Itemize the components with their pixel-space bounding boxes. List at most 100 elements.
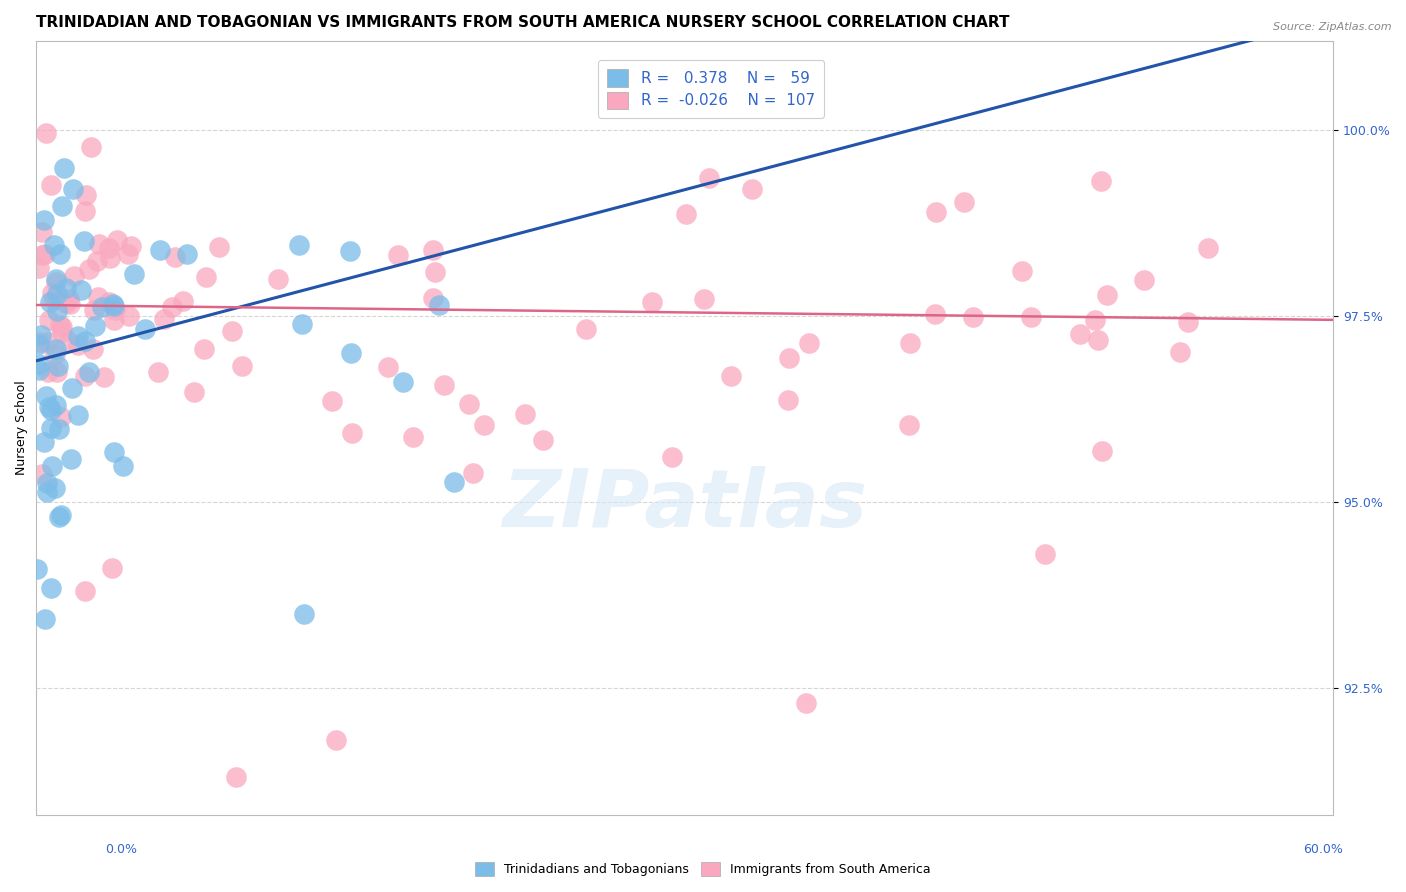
Point <box>697 171 720 186</box>
Point <box>58 292 80 306</box>
Point <box>176 246 198 260</box>
Point <box>924 307 946 321</box>
Text: Source: ZipAtlas.com: Source: ZipAtlas.com <box>1274 22 1392 32</box>
Point <box>641 295 664 310</box>
Point <box>1133 273 1156 287</box>
Point <box>962 310 984 324</box>
Point <box>55 296 77 310</box>
Point <box>66 338 89 352</box>
Point <box>90 300 112 314</box>
Point <box>267 272 290 286</box>
Point <box>98 252 121 266</box>
Point <box>1197 241 1219 255</box>
Point <box>37 335 59 350</box>
Text: ZIPatlas: ZIPatlas <box>502 467 868 544</box>
Point <box>321 394 343 409</box>
Point <box>77 261 100 276</box>
Point <box>433 377 456 392</box>
Point <box>73 368 96 383</box>
Point <box>149 243 172 257</box>
Point <box>83 302 105 317</box>
Point <box>87 236 110 251</box>
Point <box>1177 315 1199 329</box>
Point <box>87 290 110 304</box>
Point <box>34 612 56 626</box>
Point <box>27 261 49 276</box>
Point <box>121 239 143 253</box>
Point <box>1168 344 1191 359</box>
Point <box>898 335 921 350</box>
Point <box>42 292 65 306</box>
Point <box>392 375 415 389</box>
Point <box>340 426 363 441</box>
Point <box>325 733 347 747</box>
Point <box>377 359 399 374</box>
Point <box>84 318 107 333</box>
Point <box>402 430 425 444</box>
Point <box>231 359 253 373</box>
Point <box>163 250 186 264</box>
Point <box>1069 326 1091 341</box>
Point <box>461 466 484 480</box>
Point <box>93 370 115 384</box>
Point <box>100 561 122 575</box>
Point <box>41 458 63 473</box>
Point <box>1091 443 1114 458</box>
Point <box>183 384 205 399</box>
Point <box>75 187 97 202</box>
Point <box>45 398 67 412</box>
Point <box>31 467 53 481</box>
Text: TRINIDADIAN AND TOBAGONIAN VS IMMIGRANTS FROM SOUTH AMERICA NURSERY SCHOOL CORRE: TRINIDADIAN AND TOBAGONIAN VS IMMIGRANTS… <box>37 15 1010 30</box>
Point <box>575 322 598 336</box>
Point <box>49 318 72 332</box>
Point <box>693 292 716 306</box>
Point <box>38 312 60 326</box>
Point <box>427 298 450 312</box>
Point <box>27 358 49 372</box>
Point <box>48 422 70 436</box>
Point <box>1033 547 1056 561</box>
Point <box>122 268 145 282</box>
Point <box>225 770 247 784</box>
Point <box>51 199 73 213</box>
Point <box>44 481 66 495</box>
Point <box>41 582 63 596</box>
Point <box>193 342 215 356</box>
Point <box>741 182 763 196</box>
Point <box>28 363 51 377</box>
Point <box>37 365 59 379</box>
Point <box>195 270 218 285</box>
Point <box>55 280 77 294</box>
Point <box>797 335 820 350</box>
Point <box>31 225 53 239</box>
Point <box>77 365 100 379</box>
Point <box>80 139 103 153</box>
Point <box>44 347 66 361</box>
Point <box>39 403 62 417</box>
Point <box>35 485 58 500</box>
Point <box>86 254 108 268</box>
Point <box>35 127 58 141</box>
Point <box>287 238 309 252</box>
Point <box>41 286 63 301</box>
Point <box>134 321 156 335</box>
Point <box>97 294 120 309</box>
Y-axis label: Nursery School: Nursery School <box>15 380 28 475</box>
Point <box>292 607 315 622</box>
Point <box>46 359 69 374</box>
Point <box>39 295 62 310</box>
Point <box>75 334 97 348</box>
Point <box>387 248 409 262</box>
Point <box>63 269 86 284</box>
Point <box>924 205 946 219</box>
Point <box>1083 313 1105 327</box>
Point <box>34 247 56 261</box>
Point <box>423 265 446 279</box>
Point <box>1087 333 1109 347</box>
Point <box>794 696 817 710</box>
Point <box>103 312 125 326</box>
Legend: R =   0.378    N =   59, R =  -0.026    N =  107: R = 0.378 N = 59, R = -0.026 N = 107 <box>598 60 824 119</box>
Point <box>41 421 63 435</box>
Point <box>37 476 59 491</box>
Point <box>422 291 444 305</box>
